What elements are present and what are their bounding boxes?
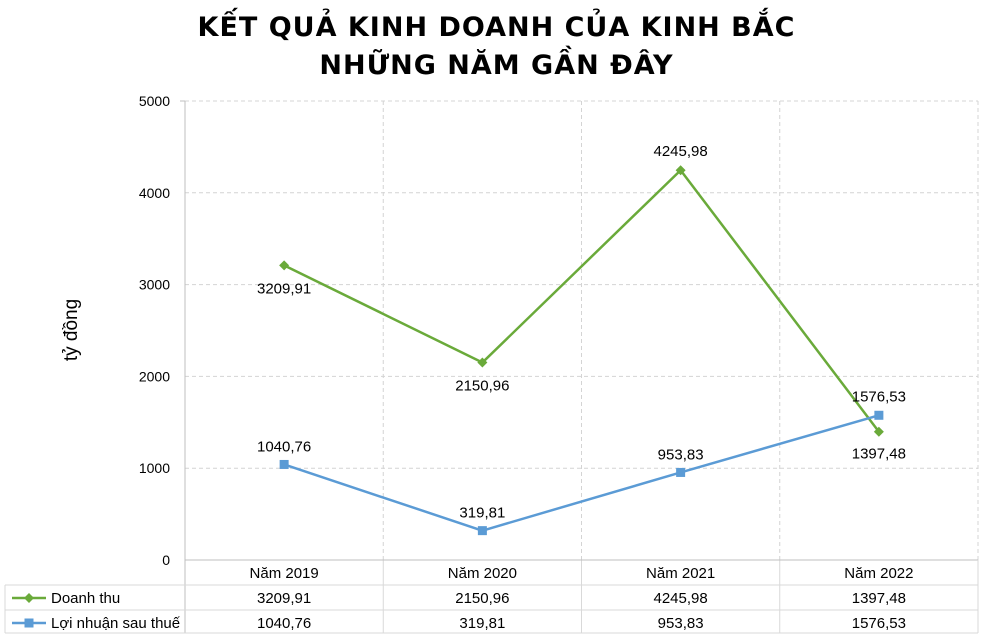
table-cell: 1040,76 [257,615,311,632]
legend-key-marker [24,593,34,603]
table-cell: 319,81 [459,615,505,632]
data-point [279,459,289,469]
series-line-2 [283,414,880,532]
data-point [676,467,686,477]
table-cell: 3209,91 [257,590,311,607]
table-cell: 4245,98 [654,590,708,607]
data-label: 3209,91 [257,280,311,297]
x-tick-label: Năm 2022 [844,565,913,582]
table-cell: 1576,53 [852,615,906,632]
y-tick-label: 5000 [139,93,170,109]
data-label: 4245,98 [654,143,708,160]
data-label: 1397,48 [852,446,906,463]
table-cell: 953,83 [658,615,704,632]
chart-title-line-2: NHỮNG NĂM GẦN ĐÂY [319,50,674,81]
y-tick-label: 3000 [139,277,170,293]
legend-entry: Lợi nhuận sau thuế [51,615,181,632]
y-tick-label: 4000 [139,185,170,201]
data-label: 2150,96 [455,378,509,395]
legend-key-marker [24,618,34,628]
data-point [873,426,884,437]
data-label: 953,83 [658,446,704,463]
series-line-1 [283,168,880,433]
data-point [675,165,686,176]
x-tick-label: Năm 2020 [448,565,517,582]
legend-entry: Doanh thu [51,590,120,607]
y-tick-label: 2000 [139,368,170,384]
x-tick-label: Năm 2021 [646,565,715,582]
data-label: 1040,76 [257,438,311,455]
data-label: 1576,53 [852,388,906,405]
chart-title-line-1: KẾT QUẢ KINH DOANH CỦA KINH BẮC [197,12,796,43]
x-tick-label: Năm 2019 [250,565,319,582]
data-point [477,357,488,368]
data-point [477,526,487,536]
y-tick-label: 0 [162,552,170,568]
data-point [874,410,884,420]
table-cell: 2150,96 [455,590,509,607]
y-tick-label: 1000 [139,460,170,476]
table-cell: 1397,48 [852,590,906,607]
data-point [279,260,290,271]
data-label: 319,81 [459,505,505,522]
